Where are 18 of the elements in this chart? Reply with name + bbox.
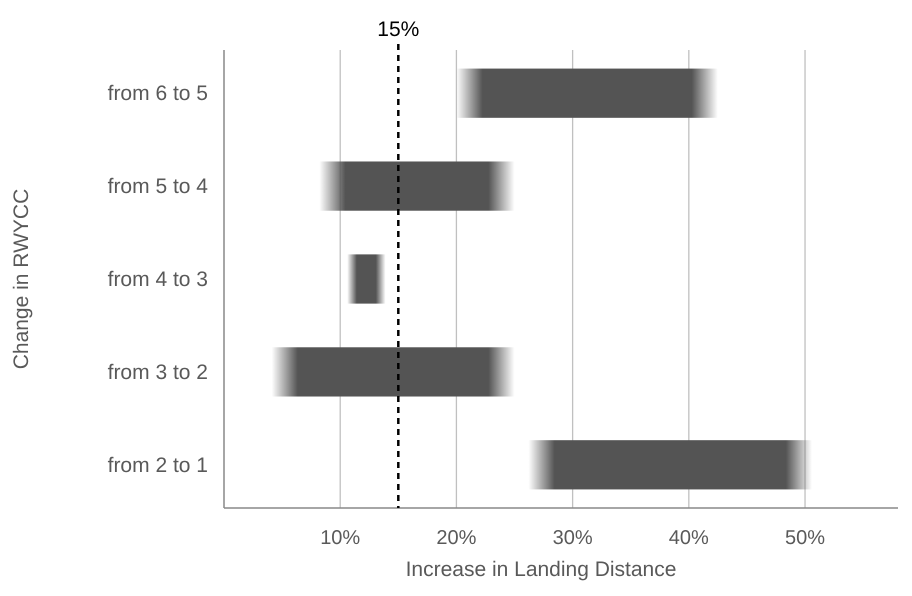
y-tick-label: from 4 to 3 [108,268,208,291]
x-tick-label: 50% [785,527,826,549]
y-tick-label: from 2 to 1 [108,454,208,477]
x-tick-label: 20% [436,527,477,549]
y-tick-label: from 3 to 2 [108,360,208,384]
x-axis-title: Increase in Landing Distance [406,558,676,581]
x-tick-label: 30% [552,527,593,549]
bar [456,68,718,118]
bar [319,161,515,211]
y-tick-label: from 5 to 4 [108,175,208,198]
y-tick-label: from 6 to 5 [108,82,208,106]
x-tick-label: 40% [668,527,710,549]
bar [272,347,515,397]
bar [528,440,812,490]
ref-line-label: 15% [377,18,420,41]
x-tick-label: 10% [320,527,360,549]
y-axis-title: Change in RWYCC [10,188,33,370]
bar [347,254,386,304]
